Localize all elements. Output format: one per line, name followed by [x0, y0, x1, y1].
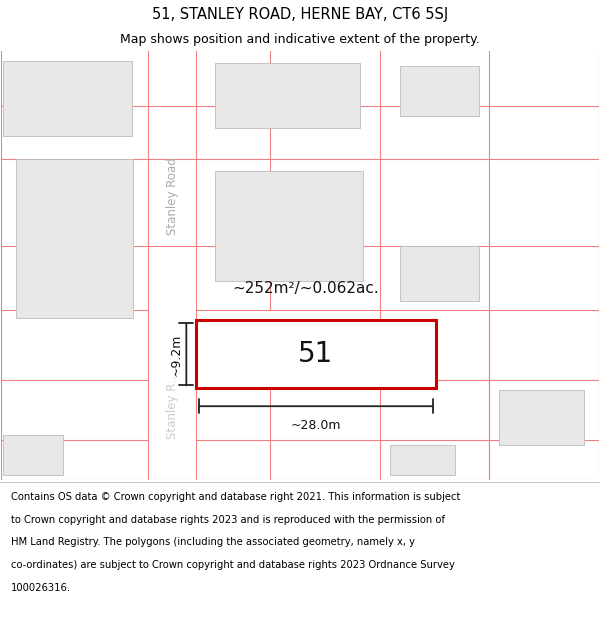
Text: to Crown copyright and database rights 2023 and is reproduced with the permissio: to Crown copyright and database rights 2…: [11, 514, 445, 524]
Text: Map shows position and indicative extent of the property.: Map shows position and indicative extent…: [120, 34, 480, 46]
Text: co-ordinates) are subject to Crown copyright and database rights 2023 Ordnance S: co-ordinates) are subject to Crown copyr…: [11, 561, 455, 571]
Text: Contains OS data © Crown copyright and database right 2021. This information is : Contains OS data © Crown copyright and d…: [11, 492, 460, 502]
Bar: [400, 246, 479, 301]
Bar: [3, 61, 133, 136]
Bar: [215, 171, 363, 281]
Text: 51: 51: [298, 341, 334, 368]
Text: Stanley R...: Stanley R...: [166, 372, 179, 439]
Text: ~9.2m: ~9.2m: [169, 333, 182, 376]
Text: ~252m²/~0.062ac.: ~252m²/~0.062ac.: [233, 281, 379, 296]
Bar: [390, 445, 455, 475]
Text: HM Land Registry. The polygons (including the associated geometry, namely x, y: HM Land Registry. The polygons (includin…: [11, 538, 415, 548]
Bar: [3, 435, 62, 475]
Bar: [215, 63, 360, 128]
Bar: [499, 390, 584, 445]
Bar: [400, 66, 479, 116]
Text: Stanley Road: Stanley Road: [166, 157, 179, 235]
Text: ~28.0m: ~28.0m: [291, 419, 341, 432]
Text: 51, STANLEY ROAD, HERNE BAY, CT6 5SJ: 51, STANLEY ROAD, HERNE BAY, CT6 5SJ: [152, 7, 448, 22]
Bar: [16, 159, 133, 319]
Bar: [196, 321, 436, 388]
Text: 100026316.: 100026316.: [11, 583, 71, 593]
